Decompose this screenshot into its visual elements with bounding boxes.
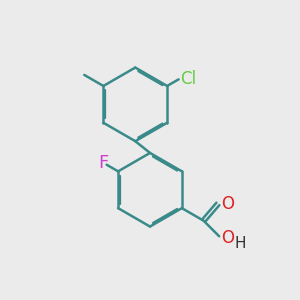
Text: O: O	[221, 195, 234, 213]
Text: F: F	[98, 154, 109, 172]
Text: O: O	[221, 229, 235, 247]
Text: Cl: Cl	[180, 70, 196, 88]
Text: H: H	[235, 236, 246, 251]
